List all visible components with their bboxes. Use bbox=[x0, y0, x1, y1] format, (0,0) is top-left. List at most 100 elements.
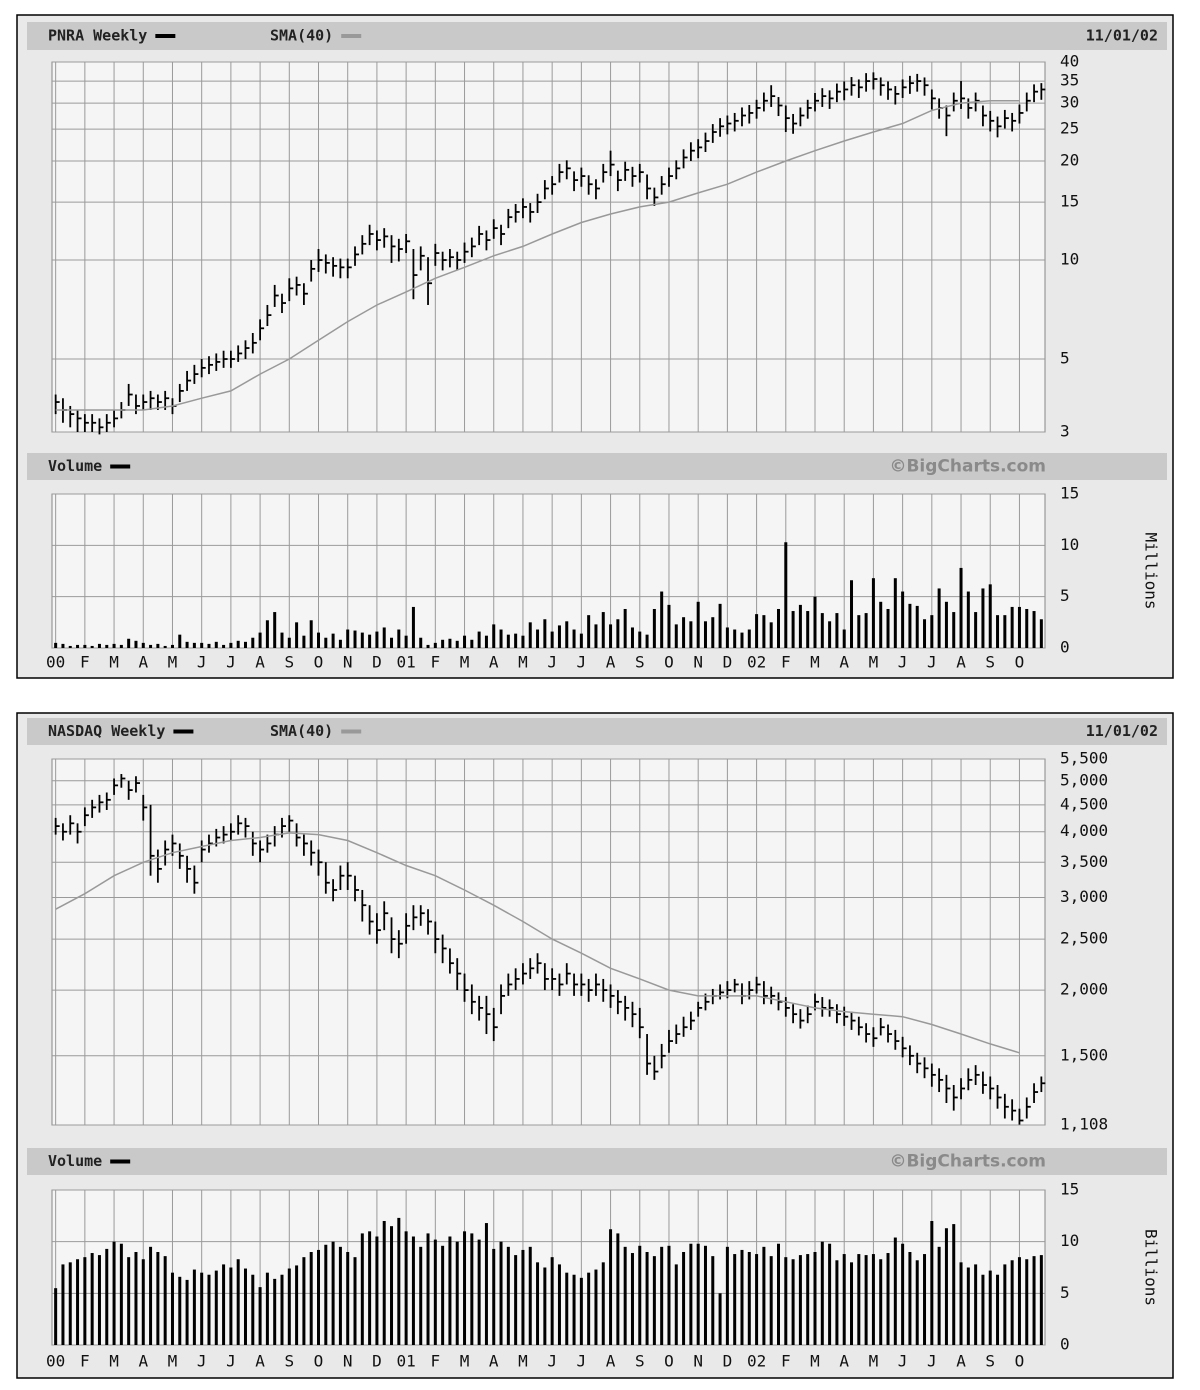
x-tick-label: A bbox=[138, 653, 148, 672]
volume-bar bbox=[61, 643, 65, 648]
x-tick-label: O bbox=[1015, 1352, 1025, 1371]
volume-bar bbox=[178, 634, 182, 648]
volume-bar bbox=[1032, 611, 1036, 648]
volume-bar bbox=[901, 591, 905, 648]
volume-bar bbox=[550, 1257, 554, 1345]
volume-bar bbox=[1025, 608, 1029, 648]
volume-bar bbox=[295, 622, 299, 648]
volume-bar bbox=[623, 1246, 627, 1345]
volume-bar bbox=[616, 1233, 620, 1345]
volume-bar bbox=[703, 621, 707, 648]
volume-bar bbox=[528, 622, 532, 648]
volume-bar bbox=[463, 635, 467, 648]
volume-bar bbox=[536, 629, 540, 648]
x-tick-label: O bbox=[314, 1352, 324, 1371]
chart-date: 11/01/02 bbox=[1086, 27, 1158, 45]
volume-bar bbox=[207, 643, 211, 648]
volume-bar bbox=[842, 1254, 846, 1345]
volume-bar bbox=[302, 1257, 306, 1345]
volume-bar bbox=[258, 632, 262, 648]
volume-bar bbox=[251, 637, 255, 648]
volume-bar bbox=[492, 1248, 496, 1345]
volume-bar bbox=[828, 621, 832, 648]
volume-bar bbox=[857, 615, 861, 648]
y-tick-label: 30 bbox=[1060, 93, 1079, 112]
volume-bar bbox=[134, 640, 138, 648]
x-tick-label: J bbox=[898, 653, 908, 672]
volume-bar bbox=[265, 1272, 269, 1345]
x-tick-label: J bbox=[226, 1352, 236, 1371]
volume-bar bbox=[119, 644, 123, 648]
volume-bar bbox=[411, 606, 415, 648]
x-tick-label: M bbox=[810, 1352, 820, 1371]
y-axis-label: Millions bbox=[1142, 532, 1161, 609]
volume-bar bbox=[185, 1279, 189, 1345]
volume-bar bbox=[192, 642, 196, 648]
volume-bar bbox=[324, 637, 328, 648]
y-tick-label: 10 bbox=[1060, 1231, 1079, 1250]
volume-bar bbox=[565, 1272, 569, 1345]
volume-bar bbox=[419, 1246, 423, 1345]
volume-bar bbox=[587, 1272, 591, 1345]
volume-bar bbox=[141, 1259, 145, 1345]
volume-bar bbox=[127, 1257, 131, 1345]
volume-bar bbox=[652, 608, 656, 648]
volume-bar bbox=[331, 1241, 335, 1345]
x-tick-label: N bbox=[343, 1352, 353, 1371]
y-tick-label: 20 bbox=[1060, 151, 1079, 170]
chart-date: 11/01/02 bbox=[1086, 722, 1158, 740]
volume-bar bbox=[397, 1217, 401, 1345]
x-tick-label: J bbox=[577, 653, 587, 672]
x-tick-label: M bbox=[168, 1352, 178, 1371]
volume-bar bbox=[338, 639, 342, 648]
volume-bar bbox=[901, 1243, 905, 1345]
volume-bar bbox=[1039, 1255, 1043, 1345]
y-tick-label: 10 bbox=[1060, 250, 1079, 269]
volume-bar bbox=[609, 624, 613, 648]
volume-bar bbox=[776, 608, 780, 648]
x-tick-label: M bbox=[460, 653, 470, 672]
volume-bar bbox=[309, 620, 313, 648]
volume-bar bbox=[280, 1274, 284, 1345]
volume-bar bbox=[806, 1254, 810, 1345]
volume-bar bbox=[265, 620, 269, 648]
volume-bar bbox=[915, 605, 919, 648]
y-tick-label: 10 bbox=[1060, 535, 1079, 554]
volume-bar bbox=[660, 1246, 664, 1345]
volume-bar bbox=[1039, 619, 1043, 648]
volume-bar bbox=[492, 624, 496, 648]
volume-bar bbox=[287, 637, 291, 648]
volume-bar bbox=[813, 596, 817, 648]
volume-bar bbox=[645, 1252, 649, 1345]
header-bar bbox=[27, 718, 1167, 745]
volume-bar bbox=[857, 1254, 861, 1345]
volume-bar bbox=[317, 1249, 321, 1345]
volume-bar bbox=[850, 580, 854, 648]
volume-bar bbox=[382, 1221, 386, 1345]
volume-bar bbox=[426, 1233, 430, 1345]
volume-bar bbox=[616, 619, 620, 648]
volume-bar bbox=[236, 1259, 240, 1345]
volume-bar bbox=[820, 1241, 824, 1345]
volume-bar bbox=[360, 1233, 364, 1345]
volume-bar bbox=[996, 1274, 1000, 1345]
x-tick-label: S bbox=[284, 653, 294, 672]
x-tick-label: A bbox=[489, 653, 499, 672]
volume-bar bbox=[930, 615, 934, 648]
y-tick-label: 1,108 bbox=[1060, 1115, 1108, 1134]
volume-bar bbox=[557, 625, 561, 648]
y-tick-label: 15 bbox=[1060, 484, 1079, 503]
volume-bar bbox=[974, 612, 978, 648]
volume-bar bbox=[119, 1243, 123, 1345]
volume-bar bbox=[404, 635, 408, 648]
volume-bar bbox=[893, 1237, 897, 1345]
volume-bar bbox=[309, 1252, 313, 1345]
volume-bar bbox=[689, 1243, 693, 1345]
volume-bar bbox=[996, 615, 1000, 648]
volume-bar bbox=[674, 624, 678, 648]
volume-bar bbox=[61, 1264, 65, 1345]
volume-bar bbox=[711, 1256, 715, 1345]
y-tick-label: 35 bbox=[1060, 71, 1079, 90]
x-tick-label: 01 bbox=[396, 1352, 415, 1371]
volume-bar bbox=[149, 644, 153, 648]
